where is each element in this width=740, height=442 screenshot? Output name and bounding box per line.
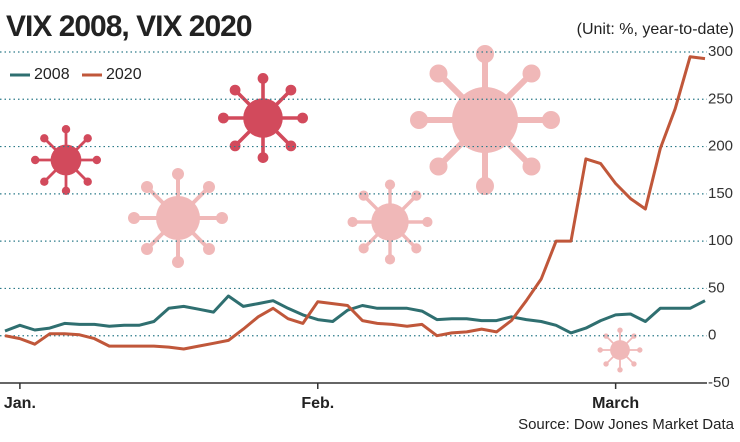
series-line	[4, 294, 706, 335]
y-tick-label: 250	[708, 90, 733, 107]
source-note: Source: Dow Jones Market Data	[518, 416, 735, 433]
x-tick-label: March	[592, 395, 639, 412]
y-tick-label: -50	[708, 374, 730, 391]
unit-label: (Unit: %, year-to-date)	[577, 21, 734, 38]
y-tick-label: 0	[708, 327, 716, 344]
y-tick-label: 100	[708, 232, 733, 249]
y-tick-label: 300	[708, 43, 733, 60]
y-tick-label: 200	[708, 138, 733, 155]
y-tick-label: 50	[708, 279, 725, 296]
x-tick-label: Jan.	[4, 395, 36, 412]
series-line	[4, 55, 706, 351]
legend-label: 2008	[34, 66, 70, 83]
x-tick-label: Feb.	[301, 395, 334, 412]
legend-label: 2020	[106, 66, 142, 83]
chart-title: VIX 2008, VIX 2020	[6, 10, 252, 43]
y-tick-label: 150	[708, 185, 733, 202]
